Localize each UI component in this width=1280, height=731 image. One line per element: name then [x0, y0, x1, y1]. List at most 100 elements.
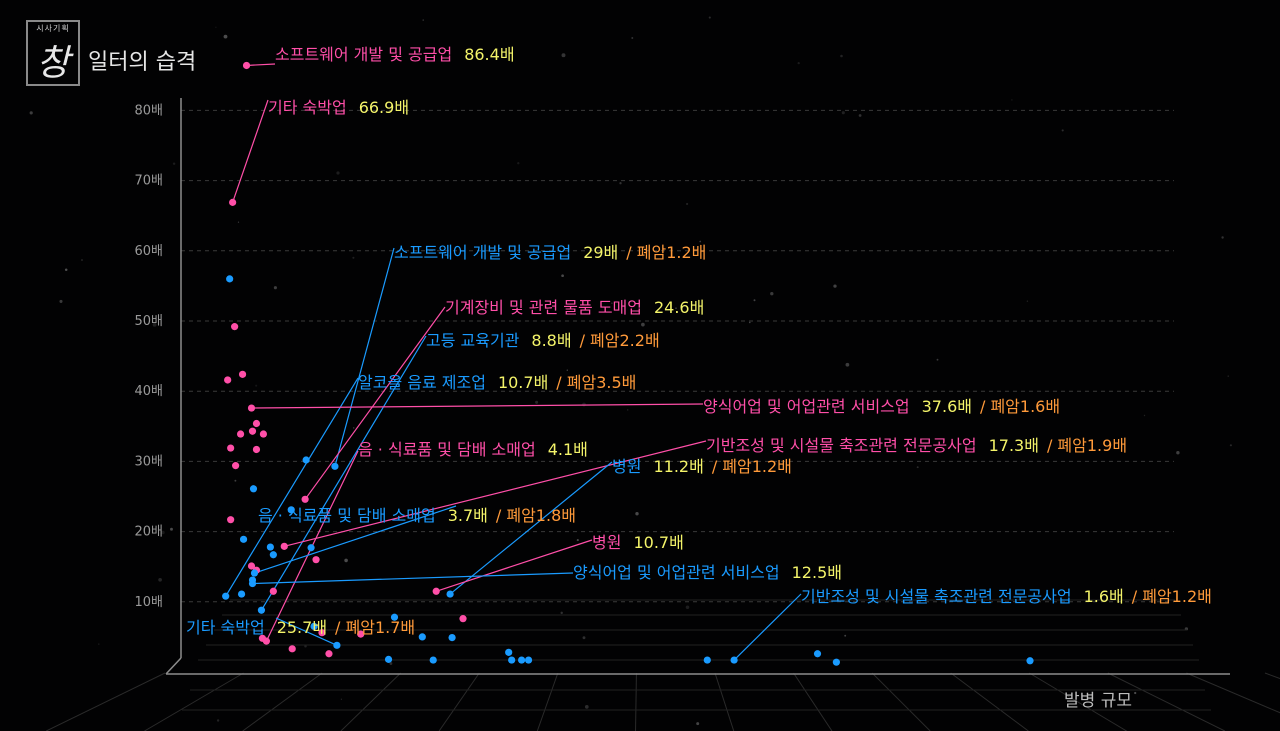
star	[1227, 375, 1229, 377]
star	[635, 512, 639, 516]
annotation-label: 소프트웨어 개발 및 공급업 86.4배	[275, 45, 515, 64]
pink-data-point	[236, 430, 245, 438]
star	[686, 202, 689, 206]
pink-data-point	[357, 630, 365, 638]
leader-line	[304, 306, 446, 500]
annotation-value: 4.1배	[548, 440, 588, 459]
star	[81, 259, 83, 261]
program-title: 일터의 습격	[88, 50, 197, 75]
star	[1026, 300, 1029, 302]
star	[582, 636, 586, 640]
annotation-label: 기반조성 및 시설물 축조관련 전문공사업 1.6배 / 폐암1.2배	[801, 587, 1212, 606]
blue-data-point	[250, 569, 259, 577]
annotation-label: 기계장비 및 관련 물품 도매업 24.6배	[445, 298, 704, 317]
pink-data-point	[301, 495, 309, 503]
pink-data-point	[252, 419, 261, 428]
annotation-value: 11.2배	[653, 457, 703, 476]
star	[170, 527, 173, 531]
y-tick-label: 70배	[134, 174, 163, 189]
pink-data-point	[238, 370, 247, 378]
star	[699, 240, 702, 243]
star	[916, 466, 919, 469]
blue-data-point	[448, 634, 456, 642]
star	[29, 111, 33, 115]
star	[797, 61, 800, 65]
star	[626, 409, 629, 411]
star	[840, 54, 843, 58]
star	[566, 369, 569, 371]
blue-data-point	[331, 462, 339, 470]
annotation-name: 소프트웨어 개발 및 공급업	[275, 45, 452, 64]
annotation-name: 병원	[592, 533, 621, 552]
leader-line	[284, 440, 707, 547]
pink-data-point	[288, 645, 296, 653]
annotation-name: 기반조성 및 시설물 축조관련 전문공사업	[706, 436, 977, 455]
y-tick-label: 80배	[134, 103, 163, 118]
star	[685, 605, 690, 610]
annotation-name: 양식어업 및 어업관련 서비스업	[573, 563, 780, 582]
pink-data-point	[280, 542, 288, 550]
star	[844, 634, 847, 637]
floor-grid-line	[714, 672, 735, 731]
blue-data-point	[302, 456, 310, 464]
star	[340, 698, 343, 700]
blue-data-point	[287, 506, 295, 514]
star	[1221, 236, 1224, 239]
annotation-value: 25.7배	[277, 618, 327, 637]
star	[161, 530, 165, 535]
y-tick-label: 10배	[134, 595, 163, 610]
annotation-name: 기타 숙박업	[186, 618, 265, 637]
leader-line	[225, 377, 359, 597]
blue-data-point	[307, 544, 315, 552]
star	[1061, 129, 1064, 132]
star	[1229, 444, 1232, 447]
star	[535, 400, 539, 404]
blue-data-point	[249, 485, 258, 493]
star	[696, 722, 700, 726]
pink-data-point	[312, 556, 320, 564]
star	[641, 322, 645, 327]
blue-data-point	[310, 622, 318, 630]
star	[858, 114, 862, 117]
star	[708, 16, 711, 19]
blue-data-point	[508, 656, 516, 664]
star	[152, 322, 157, 327]
annotation-extra: / 폐암1.2배	[712, 457, 792, 476]
star	[560, 611, 563, 615]
star	[98, 643, 100, 645]
annotation-extra: / 폐암1.9배	[1047, 436, 1127, 455]
blue-data-point	[524, 656, 533, 664]
star	[215, 26, 217, 29]
star	[517, 162, 520, 165]
annotation-value: 66.9배	[359, 98, 409, 117]
star	[561, 53, 566, 58]
annotation-label: 알코올 음료 제조업 10.7배 / 폐암3.5배	[358, 373, 636, 392]
annotation-label: 양식어업 및 어업관련 서비스업 12.5배	[573, 563, 842, 582]
program-logo: 시사기획 창	[26, 20, 80, 86]
star	[255, 384, 258, 387]
pink-data-point	[432, 587, 440, 595]
annotation-name: 고등 교육기관	[426, 331, 520, 350]
floor-grid-line	[340, 672, 402, 731]
annotation-value: 8.8배	[531, 331, 571, 350]
pink-data-point	[229, 198, 237, 206]
blue-data-point	[269, 551, 277, 559]
annotation-value: 10.7배	[633, 533, 683, 552]
blue-data-point	[813, 650, 822, 658]
floor-grid-line	[242, 672, 323, 731]
floor-grid-line	[635, 672, 637, 731]
leader-line	[733, 593, 802, 661]
star	[749, 321, 751, 324]
annotation-extra: / 폐암1.2배	[1132, 587, 1212, 606]
y-tick-label: 50배	[134, 314, 163, 329]
blue-data-point	[1026, 657, 1034, 665]
floor-grid-line	[1107, 672, 1226, 731]
annotation-extra: / 폐암2.2배	[580, 331, 660, 350]
pink-data-point	[459, 615, 467, 623]
blue-data-point	[418, 633, 426, 641]
leader-line	[275, 617, 338, 646]
star	[611, 302, 613, 304]
annotation-value: 37.6배	[922, 397, 972, 416]
star	[234, 479, 237, 482]
